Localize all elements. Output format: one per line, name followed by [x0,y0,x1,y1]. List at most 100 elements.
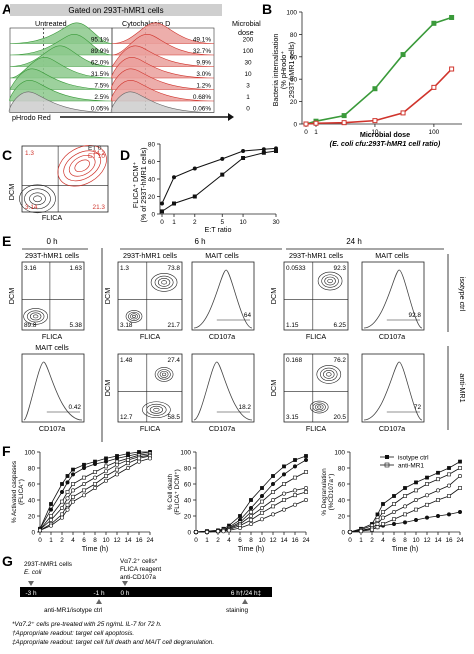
f3-point-4 [447,494,451,498]
c-contour-et0-3 [33,195,42,203]
f2-ytick-label: 80 [184,466,192,473]
f2-point-0 [260,486,264,490]
f3-point-4 [414,507,418,512]
b-ylabel-l1: Bacteria internalisation [271,34,280,107]
f1-point-1 [93,461,98,466]
f3-ytick-label: 100 [334,450,345,457]
e-r2-24h-contour-q-bl: 3.15 [286,414,299,421]
c-q-br: 21.3 [93,204,106,211]
f2-xtick-label: 8 [249,537,253,544]
gated-title: Gated on 293T-hMR1 cells [68,6,163,15]
f1-series-line-5 [39,458,151,531]
e-cd107a-label: CD107a [379,332,405,341]
f1-point-0 [71,467,75,472]
g-t-0: 0 h [121,590,130,597]
g-top-mid-l3: anti-CD107a [120,574,156,581]
f2-point-5 [216,529,221,534]
d-point-0 [261,147,266,152]
f1-xtick-label: 1 [49,537,53,544]
e-r2-24h-contour-q-tr: 76.2 [334,357,347,364]
d-point-1 [172,201,176,206]
f3-point-0 [425,475,429,480]
e-flica-label: FLICA [140,424,161,433]
g-marker-end [242,599,248,604]
d-point-0 [160,201,164,206]
f3-point-2 [403,494,407,498]
f2-point-3 [249,513,254,518]
hist-pct-cyto: 32.7% [193,48,211,55]
e-0h-mait-title: MAIT cells [35,343,69,352]
e-h24: 24 h [346,237,362,246]
e-r1-6h-contour-contour-1-2 [130,313,138,320]
hist-pct-untreated: 7.5% [94,83,109,90]
e-r1-6h-contour-frame [117,261,183,331]
c-q-tr: 74.2 [93,150,106,157]
dose-value: 10 [244,71,252,78]
e-0h-hist-pct: 0.42 [69,404,82,411]
f2-point-0 [249,498,253,502]
b-ytick-label: 40 [290,77,298,84]
f1-xtick-label: 0 [38,537,42,544]
d-xtick-label: 0 [160,219,164,226]
f2-xtick-label: 6 [238,537,242,544]
f1-ytick-label: 100 [24,450,35,457]
f2-point-2 [260,499,264,504]
histogram-stack: 95.1% 89.9% 62.0% 31.5% 7.5% 2.5% 0.05% 49.1% 20… [8,22,254,113]
b-point-0 [400,52,406,58]
f1-point-4 [115,467,119,472]
f1-xlabel: Time (h) [82,544,109,553]
e-0h-contour-contour-0-0 [23,308,48,325]
e-0h-contour-frame [21,261,85,331]
e-0h-contour-q-br: 5.38 [70,322,83,329]
e-r2-24h-contour-contour-1-2 [314,404,324,411]
e-r2-6h-hist-curve [193,361,253,421]
d-point-0 [220,156,225,161]
hist-pct-untreated: 0.05% [91,106,109,113]
microbial-dose-label-l2: dose [238,28,254,37]
e-r2-6h-contour-q-tl: 1.48 [120,357,133,364]
f1-point-4 [137,456,141,461]
d-ytick-label: 40 [148,177,156,184]
b-point-1 [313,120,319,126]
f2-point-1 [281,472,286,477]
b-point-1 [303,121,309,127]
g-t-m1: -1 h [93,590,104,597]
e-r1-6h-contour-contour-0-2 [157,278,171,287]
d-point-1 [241,156,246,160]
f2-point-5 [227,528,232,533]
b-xtick-label: 100 [429,129,440,136]
f3-point-2 [381,510,385,514]
f2-xtick-label: 14 [280,537,288,544]
f2-point-2 [271,490,275,494]
f1-point-1 [82,465,87,470]
g-marker-m1 [96,599,102,604]
b-ytick-label: 100 [286,10,297,17]
d-point-1 [261,150,266,155]
f2-xtick-label: 24 [302,537,310,544]
f2-point-5 [270,512,275,517]
e-r1-6h-contour-q-tr: 73.8 [168,265,181,272]
f2-ytick-label: 40 [184,498,192,505]
b-point-1 [449,66,455,72]
f2-point-0 [238,514,242,518]
e-0h-contour-q-tr: 1.63 [70,265,83,272]
f2-point-2 [282,482,286,486]
c-q-tl: 1.3 [25,150,34,157]
f3-xtick-label: 16 [445,537,453,544]
g-t-end: 6 h†/24 h‡ [231,590,262,597]
f3-point-4 [425,502,429,507]
f1-point-3 [82,481,87,486]
f3-xtick-label: 6 [392,537,396,544]
dose-value: 3 [246,83,250,90]
f3-point-4 [436,498,440,502]
b-xlabel-l1: Microbial dose [360,130,410,139]
f3-point-0 [436,470,440,475]
f1-point-4 [71,494,75,499]
f2-point-5 [194,529,199,534]
f1-point-5 [82,493,87,498]
d-xtick-label: 2 [193,219,197,226]
c-contour-et10-0 [57,145,107,187]
f2-point-5 [221,529,226,534]
e-r1-24h-mait-title: MAIT cells [375,251,409,260]
f1-ytick-label: 20 [28,514,36,521]
